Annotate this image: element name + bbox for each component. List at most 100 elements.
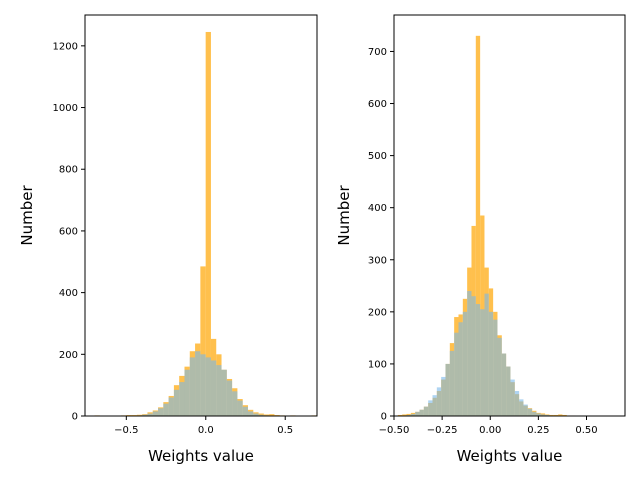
series-blue xyxy=(131,351,275,416)
histogram-bar xyxy=(432,395,437,416)
histogram-bar xyxy=(216,365,222,416)
histogram-bar xyxy=(242,406,248,416)
histogram-bar xyxy=(462,311,468,416)
histogram-bar xyxy=(471,296,476,416)
histogram-bar xyxy=(200,354,206,416)
histogram-bar xyxy=(549,414,554,416)
histogram-bar xyxy=(536,413,541,416)
histogram-bar xyxy=(221,369,227,416)
x-tick-label: 0.5 xyxy=(277,425,293,436)
histogram-bar xyxy=(510,379,515,416)
histogram-bar xyxy=(410,413,416,416)
histogram-bar xyxy=(527,408,533,416)
y-tick-label: 300 xyxy=(368,255,387,266)
histogram-bar xyxy=(258,414,264,416)
histogram-bar xyxy=(200,266,206,416)
histogram-bar xyxy=(514,391,520,416)
histogram-bar xyxy=(497,337,502,416)
x-tick-label: −0.25 xyxy=(427,425,458,436)
x-tick-label: 0.25 xyxy=(527,425,549,436)
histogram-bar xyxy=(189,357,196,416)
histogram-bar xyxy=(467,291,472,416)
histogram-bar xyxy=(506,366,511,416)
histogram-bar xyxy=(232,391,238,416)
histogram-bar xyxy=(493,319,498,416)
y-axis-label: Number xyxy=(335,185,353,246)
x-tick-label: −0.5 xyxy=(114,425,138,436)
y-tick-label: 1200 xyxy=(53,41,78,52)
y-tick-label: 0 xyxy=(381,412,387,423)
histogram-bar xyxy=(253,413,259,416)
histogram-bar xyxy=(428,400,433,416)
histogram-bar xyxy=(402,414,407,416)
histogram-bar xyxy=(519,399,524,416)
left-histogram-chart: −0.5 0.0 0.5 0 200 400 600 800 1000 1200 Weights v… xyxy=(18,14,318,465)
histogram-bar xyxy=(488,311,494,416)
histogram-bar xyxy=(158,408,164,416)
histogram-bar xyxy=(480,309,485,416)
histogram-bar xyxy=(419,409,424,416)
histogram-bar xyxy=(406,414,411,416)
histogram-bar xyxy=(210,360,217,416)
y-axis-label: Number xyxy=(18,185,36,246)
histogram-bar xyxy=(441,376,446,416)
histogram-bar xyxy=(562,414,567,416)
histogram-bar xyxy=(269,414,275,416)
plot-frame xyxy=(393,14,626,417)
histogram-bar xyxy=(205,31,211,416)
y-tick-label: 200 xyxy=(59,350,78,361)
series-orange xyxy=(94,31,317,416)
histogram-bar xyxy=(454,332,459,416)
histogram-bar xyxy=(147,413,153,416)
histogram-bar xyxy=(475,304,481,416)
y-tick-label: 100 xyxy=(368,359,387,370)
histogram-bar xyxy=(179,382,185,416)
histogram-bar xyxy=(226,380,233,416)
y-tick-label: 0 xyxy=(72,412,78,423)
y-tick-label: 400 xyxy=(368,203,387,214)
plot-frame xyxy=(84,14,318,417)
histogram-bar xyxy=(237,400,243,416)
y-tick-label: 600 xyxy=(368,99,387,110)
histogram-bar xyxy=(445,363,450,416)
y-tick-label: 1000 xyxy=(53,103,78,114)
histogram-bar xyxy=(553,414,559,416)
histogram-bar xyxy=(247,411,254,416)
histogram-bar xyxy=(540,414,546,416)
histogram-bar xyxy=(475,35,481,416)
histogram-bar xyxy=(163,403,169,416)
x-tick-label: −0.50 xyxy=(379,425,410,436)
histogram-bar xyxy=(168,397,174,416)
y-tick-label: 600 xyxy=(59,226,78,237)
histogram-bar xyxy=(258,413,264,416)
right-histogram-chart: −0.50 −0.25 0.00 0.25 0.50 0 100 200 300 400 500 60… xyxy=(335,14,626,465)
histogram-bar xyxy=(397,414,403,416)
x-axis-label: Weights value xyxy=(148,447,254,465)
histogram-bar xyxy=(423,406,429,416)
x-tick-label: 0.0 xyxy=(198,425,214,436)
series-blue xyxy=(402,291,554,416)
y-tick-label: 400 xyxy=(59,288,78,299)
y-tick-label: 800 xyxy=(59,165,78,176)
histogram-bar xyxy=(458,322,463,416)
histogram-bar xyxy=(532,411,537,416)
histogram-bar xyxy=(415,411,420,416)
histogram-bar xyxy=(184,369,190,416)
histogram-bar xyxy=(545,414,550,416)
x-tick-label: 0.00 xyxy=(479,425,501,436)
histogram-bar xyxy=(449,350,455,416)
histogram-bar xyxy=(152,411,159,416)
histogram-bar xyxy=(142,414,148,416)
histogram-bar xyxy=(558,414,563,416)
x-tick-label: 0.50 xyxy=(575,425,597,436)
y-tick-label: 200 xyxy=(368,307,387,318)
histogram-bar xyxy=(205,357,211,416)
histogram-bar xyxy=(263,414,270,416)
histogram-bar xyxy=(523,404,528,416)
histogram-bar xyxy=(195,351,201,416)
y-tick-label: 700 xyxy=(368,47,387,58)
x-axis-label: Weights value xyxy=(457,447,563,465)
histogram-bar xyxy=(501,353,507,416)
y-tick-label: 500 xyxy=(368,151,387,162)
